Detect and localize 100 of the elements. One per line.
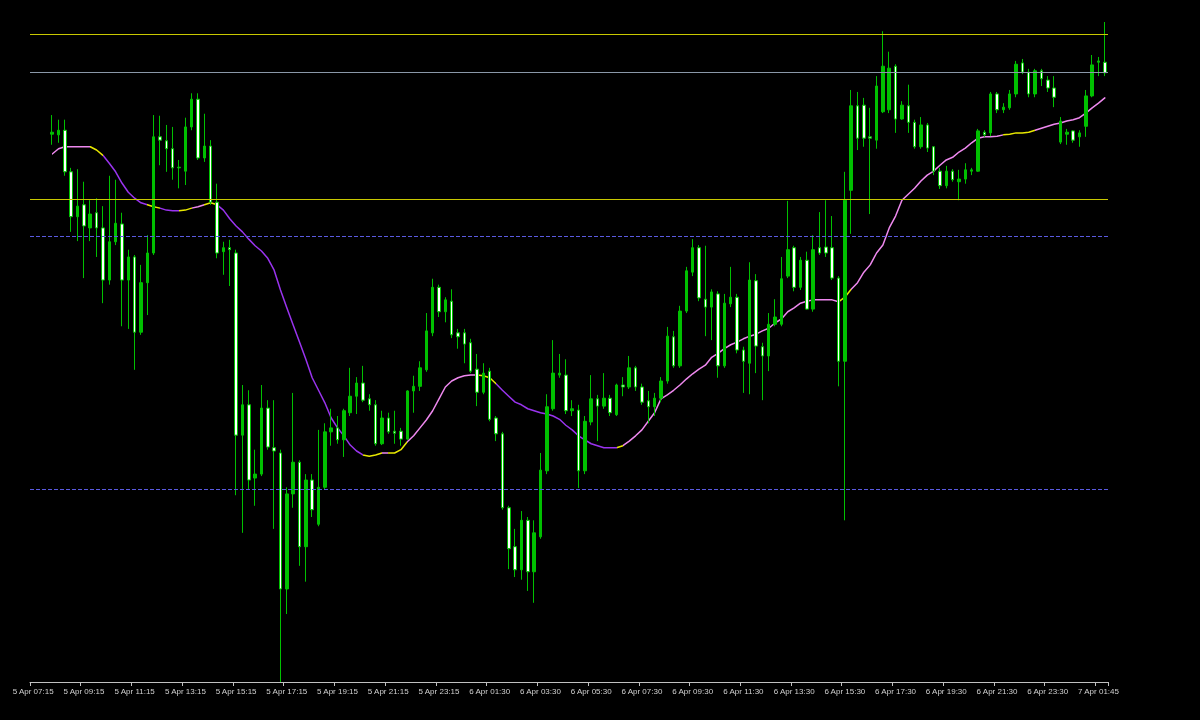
candlestick xyxy=(1046,75,1050,93)
candlestick xyxy=(234,249,238,496)
candlestick xyxy=(792,245,796,292)
candlestick xyxy=(260,384,263,477)
candlestick xyxy=(558,353,561,379)
candlestick xyxy=(608,394,612,417)
candlestick xyxy=(748,261,751,395)
candlestick xyxy=(1014,60,1018,98)
candlestick xyxy=(545,393,549,475)
candlestick xyxy=(120,212,124,327)
candlestick xyxy=(475,353,479,407)
candlestick xyxy=(355,376,358,415)
candlestick xyxy=(868,107,872,215)
candlestick xyxy=(735,293,739,354)
candlestick xyxy=(627,355,631,390)
x-tick-label: 6 Apr 23:30 xyxy=(1027,686,1069,696)
candlestick xyxy=(450,288,453,339)
candlestick xyxy=(805,251,809,311)
candlestick xyxy=(938,167,942,190)
candlestick xyxy=(412,375,415,414)
candlestick xyxy=(659,376,663,403)
candlestick xyxy=(469,338,472,374)
candlestick xyxy=(887,51,891,114)
candlestick xyxy=(589,374,593,426)
candlestick xyxy=(1103,21,1107,77)
candlestick xyxy=(228,239,231,287)
candlestick xyxy=(932,145,935,176)
candlestick xyxy=(881,30,885,114)
candlestick xyxy=(456,328,460,350)
candlestick xyxy=(862,97,866,148)
candlestick xyxy=(1090,54,1094,98)
candlestick xyxy=(551,339,555,412)
candlestick xyxy=(1059,116,1062,145)
candlestick xyxy=(1002,102,1005,114)
candlestick xyxy=(158,115,162,166)
candlestick xyxy=(926,122,929,153)
candlestick xyxy=(431,278,434,337)
candlestick xyxy=(425,312,428,373)
candlestick xyxy=(336,415,339,445)
candlestick xyxy=(786,200,790,279)
candlestick xyxy=(279,449,282,683)
candlestick xyxy=(463,328,466,364)
candlestick xyxy=(247,389,251,491)
candlestick xyxy=(152,114,155,256)
candlestick xyxy=(374,399,377,447)
candlestick xyxy=(348,367,352,417)
candlestick xyxy=(957,169,961,201)
x-tick-label: 5 Apr 17:15 xyxy=(266,686,308,696)
x-tick-label: 6 Apr 17:30 xyxy=(875,686,917,696)
candlestick xyxy=(387,412,390,435)
candlestick xyxy=(837,275,840,387)
candlestick xyxy=(1008,89,1011,111)
candlestick xyxy=(976,128,980,173)
candlestick xyxy=(729,266,732,308)
candlestick xyxy=(253,449,257,507)
candlestick xyxy=(849,89,853,235)
candlestick xyxy=(50,114,54,146)
candlestick xyxy=(970,167,973,176)
candlestick xyxy=(995,91,999,114)
candlestick xyxy=(767,312,770,372)
candlestick xyxy=(418,360,422,392)
x-tick-label: 5 Apr 23:15 xyxy=(418,686,461,696)
x-tick-label: 6 Apr 01:30 xyxy=(469,686,511,696)
candlestick xyxy=(215,183,219,259)
candlestick xyxy=(983,129,986,138)
candlestick xyxy=(907,84,910,134)
x-tick-label: 6 Apr 13:30 xyxy=(773,686,816,696)
candlestick xyxy=(501,431,504,511)
candlestick xyxy=(342,408,346,458)
candlestick xyxy=(761,342,764,401)
candlestick xyxy=(368,393,371,412)
candlestick xyxy=(1052,75,1056,108)
candlestick xyxy=(298,459,301,567)
candlestick xyxy=(672,330,675,369)
candlestick xyxy=(602,372,606,410)
candlestick xyxy=(310,473,314,518)
candlestick xyxy=(989,91,992,137)
candlestick xyxy=(266,399,270,451)
candlestick xyxy=(488,367,491,422)
candlestick xyxy=(272,399,276,530)
candlestick xyxy=(177,159,181,189)
candlestick xyxy=(754,273,758,374)
candlestick xyxy=(824,199,828,258)
candlestick xyxy=(520,510,523,581)
candlestick xyxy=(507,505,511,570)
candlestick xyxy=(640,383,644,406)
candlestick xyxy=(203,113,206,163)
candlestick xyxy=(209,139,212,206)
x-tick-label: 5 Apr 13:15 xyxy=(164,686,207,696)
candlestick xyxy=(697,244,701,302)
candlestick xyxy=(1033,68,1037,98)
x-tick-label: 6 Apr 05:30 xyxy=(570,686,613,696)
candlestick xyxy=(1071,129,1075,144)
candlestick xyxy=(780,256,783,327)
candlestick xyxy=(964,162,967,185)
candlestick xyxy=(285,486,289,615)
candlestick xyxy=(894,63,897,134)
candlestick xyxy=(1021,58,1024,75)
candlestick xyxy=(723,293,726,369)
candlestick xyxy=(114,179,117,246)
